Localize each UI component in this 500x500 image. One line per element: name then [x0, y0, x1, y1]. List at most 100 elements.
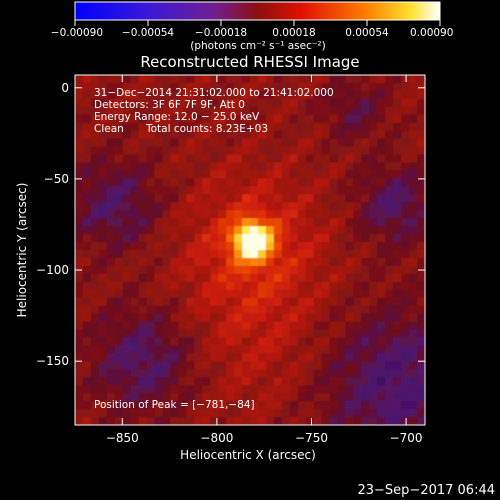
heatmap-cell	[281, 289, 291, 299]
heatmap-cell	[114, 250, 124, 259]
heatmap-cell	[114, 305, 124, 315]
heatmap-cell	[122, 329, 132, 338]
heatmap-cell	[114, 289, 124, 299]
heatmap-cell	[202, 281, 211, 291]
heatmap-cell	[122, 265, 132, 275]
heatmap-cell	[257, 210, 267, 219]
heatmap-cell	[321, 329, 331, 338]
heatmap-cell	[114, 313, 124, 323]
heatmap-cell	[417, 218, 425, 227]
heatmap-cell	[130, 186, 140, 195]
heatmap-cell	[146, 417, 156, 425]
heatmap-cell	[242, 146, 251, 156]
heatmap-cell	[289, 385, 299, 394]
heatmap-cell	[297, 401, 307, 410]
heatmap-cell	[138, 297, 148, 307]
heatmap-cell	[82, 353, 92, 362]
heatmap-cell	[138, 289, 148, 299]
heatmap-cell	[353, 321, 362, 331]
heatmap-cell	[146, 265, 156, 275]
heatmap-cell	[273, 257, 283, 267]
heatmap-cell	[194, 409, 203, 418]
heatmap-cell	[250, 106, 259, 116]
heatmap-cell	[210, 265, 219, 275]
heatmap-cell	[393, 194, 402, 203]
heatmap-cell	[242, 369, 251, 378]
heatmap-cell	[409, 106, 418, 116]
heatmap-cell	[178, 265, 187, 275]
heatmap-cell	[353, 170, 362, 179]
heatmap-cell	[377, 82, 386, 92]
heatmap-cell	[393, 90, 402, 100]
heatmap-cell	[385, 122, 394, 132]
heatmap-cell	[122, 202, 132, 211]
heatmap-cell	[178, 210, 187, 219]
heatmap-cell	[218, 106, 227, 116]
heatmap-cell	[106, 265, 116, 275]
heatmap-cell	[242, 401, 251, 410]
heatmap-cell	[265, 170, 275, 179]
heatmap-cell	[122, 138, 132, 148]
heatmap-cell	[305, 106, 315, 116]
heatmap-cell	[361, 377, 370, 386]
heatmap-cell	[162, 353, 171, 362]
heatmap-cell	[257, 154, 267, 163]
heatmap-cell	[385, 114, 394, 124]
heatmap-cell	[162, 329, 171, 338]
heatmap-cell	[122, 90, 132, 100]
heatmap-cell	[122, 218, 132, 227]
heatmap-cell	[281, 313, 291, 323]
heatmap-cell	[337, 162, 346, 171]
heatmap-cell	[353, 250, 362, 259]
heatmap-cell	[265, 146, 275, 156]
heatmap-cell	[313, 218, 323, 227]
heatmap-cell	[321, 337, 331, 346]
heatmap-cell	[385, 90, 394, 100]
heatmap-cell	[409, 401, 418, 410]
heatmap-cell	[313, 361, 323, 370]
heatmap-cell	[202, 409, 211, 418]
heatmap-cell	[122, 226, 132, 235]
heatmap-cell	[305, 90, 315, 100]
heatmap-cell	[321, 417, 331, 425]
heatmap-cell	[202, 210, 211, 219]
heatmap-cell	[162, 218, 171, 227]
heatmap-cell	[114, 186, 124, 195]
heatmap-cell	[210, 313, 219, 323]
heatmap-cell	[401, 289, 410, 299]
heatmap-cell	[178, 178, 187, 187]
heatmap-cell	[329, 265, 338, 275]
heatmap-cell	[162, 385, 171, 394]
heatmap-cell	[329, 353, 338, 362]
heatmap-cell	[250, 210, 259, 219]
heatmap-cell	[75, 226, 84, 235]
heatmap-cell	[122, 106, 132, 116]
heatmap-cell	[273, 250, 283, 259]
heatmap-cell	[377, 329, 386, 338]
heatmap-cell	[146, 242, 156, 251]
heatmap-cell	[170, 82, 179, 92]
heatmap-cell	[210, 218, 219, 227]
heatmap-cell	[202, 162, 211, 171]
heatmap-cell	[75, 321, 84, 331]
heatmap-cell	[297, 154, 307, 163]
heatmap-cell	[75, 242, 84, 251]
heatmap-cell	[305, 289, 315, 299]
heatmap-cell	[337, 273, 346, 283]
heatmap-cell	[234, 234, 243, 243]
heatmap-cell	[82, 202, 92, 211]
heatmap-cell	[114, 202, 124, 211]
heatmap-cell	[82, 393, 92, 402]
heatmap-cell	[281, 90, 291, 100]
heatmap-cell	[90, 234, 100, 243]
heatmap-cell	[242, 162, 251, 171]
heatmap-cell	[297, 178, 307, 187]
heatmap-cell	[321, 257, 331, 267]
heatmap-cell	[138, 202, 148, 211]
heatmap-cell	[130, 281, 140, 291]
heatmap-cell	[417, 226, 425, 235]
heatmap-cell	[337, 146, 346, 156]
heatmap-cell	[361, 250, 370, 259]
heatmap-cell	[194, 130, 203, 140]
